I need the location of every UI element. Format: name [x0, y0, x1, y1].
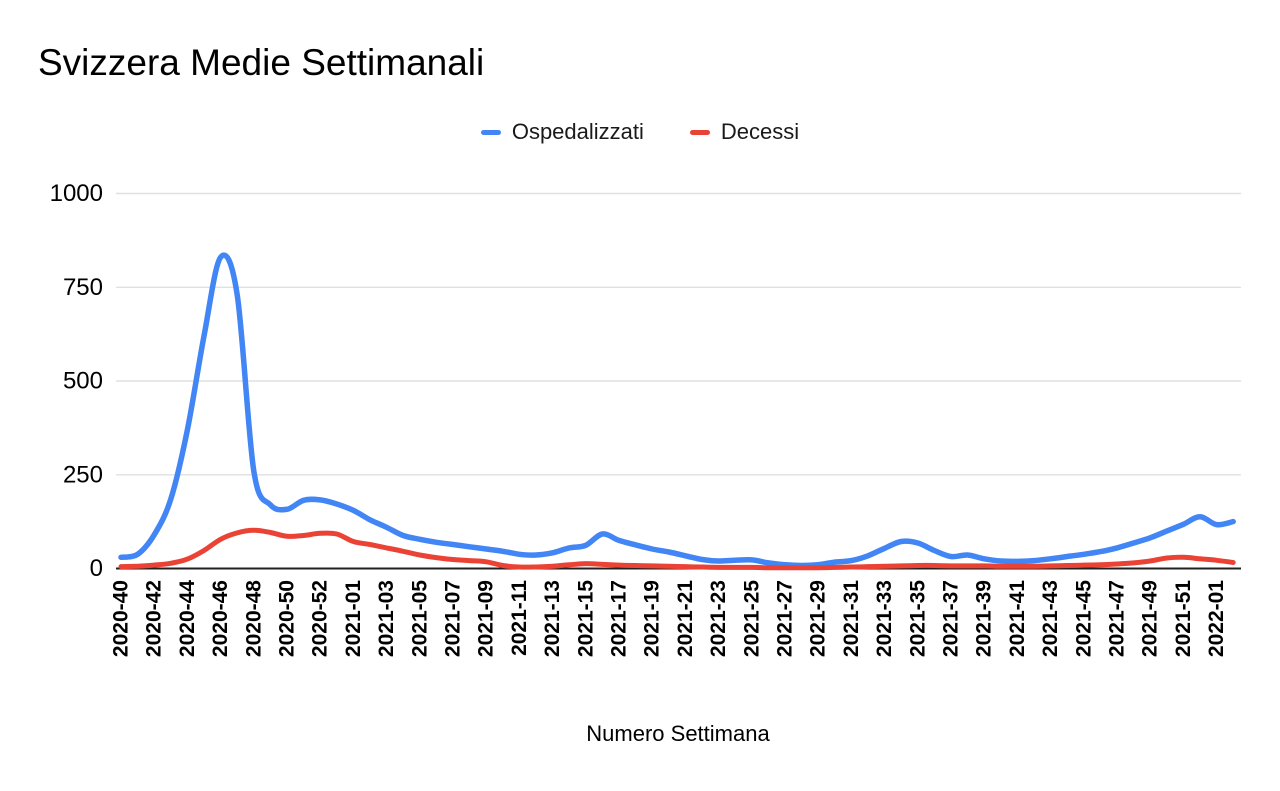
x-tick-label: 2021-29 [807, 580, 830, 657]
x-tick-label: 2021-21 [674, 580, 697, 657]
x-tick-label: 2021-35 [906, 580, 929, 657]
chart-title: Svizzera Medie Settimanali [38, 42, 485, 83]
y-tick-label: 0 [90, 555, 103, 582]
x-tick-label: 2021-17 [608, 580, 631, 657]
x-tick-label: 2021-37 [940, 580, 963, 657]
legend-swatch-ospedalizzati-icon [480, 129, 501, 135]
x-tick-label: 2021-03 [375, 580, 398, 657]
series-line-ospedalizzati [118, 252, 1236, 569]
x-tick-label: 2021-43 [1039, 580, 1062, 657]
legend-item-ospedalizzati: Ospedalizzati [480, 119, 644, 145]
x-tick-label: 2021-11 [508, 580, 531, 656]
series-line-decessi [118, 527, 1236, 571]
x-tick-label: 2021-19 [641, 580, 664, 657]
x-tick-label: 2021-13 [541, 580, 564, 657]
y-tick-label: 750 [63, 274, 103, 301]
x-tick-label: 2021-41 [1006, 580, 1029, 657]
chart-legend: Ospedalizzati Decessi [0, 119, 1280, 145]
y-tick-label: 250 [63, 461, 103, 488]
y-tick-label: 500 [63, 368, 103, 395]
x-tick-label: 2021-15 [574, 580, 597, 657]
x-axis-title: Numero Settimana [586, 721, 770, 746]
x-tick-label: 2020-44 [176, 580, 199, 657]
x-tick-label: 2020-40 [110, 580, 133, 657]
x-tick-label: 2021-47 [1106, 580, 1129, 657]
x-tick-label: 2020-46 [209, 580, 232, 657]
x-tick-label: 2021-25 [740, 580, 763, 657]
x-tick-label: 2020-42 [143, 580, 166, 657]
x-tick-label: 2021-27 [774, 580, 797, 657]
x-tick-label: 2021-01 [342, 580, 365, 657]
x-tick-label: 2021-51 [1172, 580, 1195, 657]
legend-item-decessi: Decessi [689, 119, 800, 145]
x-tick-label: 2021-05 [408, 580, 431, 657]
legend-label-ospedalizzati: Ospedalizzati [511, 119, 644, 144]
x-tick-label: 2021-07 [442, 580, 465, 657]
x-tick-label: 2021-39 [973, 580, 996, 657]
y-tick-label: 1000 [50, 180, 103, 207]
x-tick-label: 2020-48 [242, 580, 265, 657]
x-tick-label: 2022-01 [1205, 580, 1228, 657]
x-tick-label: 2021-33 [873, 580, 896, 657]
legend-swatch-decessi-icon [689, 129, 710, 135]
x-tick-label: 2021-09 [475, 580, 498, 657]
x-tick-label: 2020-50 [276, 580, 299, 657]
legend-label-decessi: Decessi [720, 119, 800, 144]
x-tick-label: 2021-45 [1072, 580, 1095, 657]
x-tick-label: 2021-31 [840, 580, 863, 657]
x-tick-label: 2021-49 [1139, 580, 1162, 657]
x-tick-label: 2021-23 [707, 580, 730, 657]
x-tick-label: 2020-52 [309, 580, 332, 657]
